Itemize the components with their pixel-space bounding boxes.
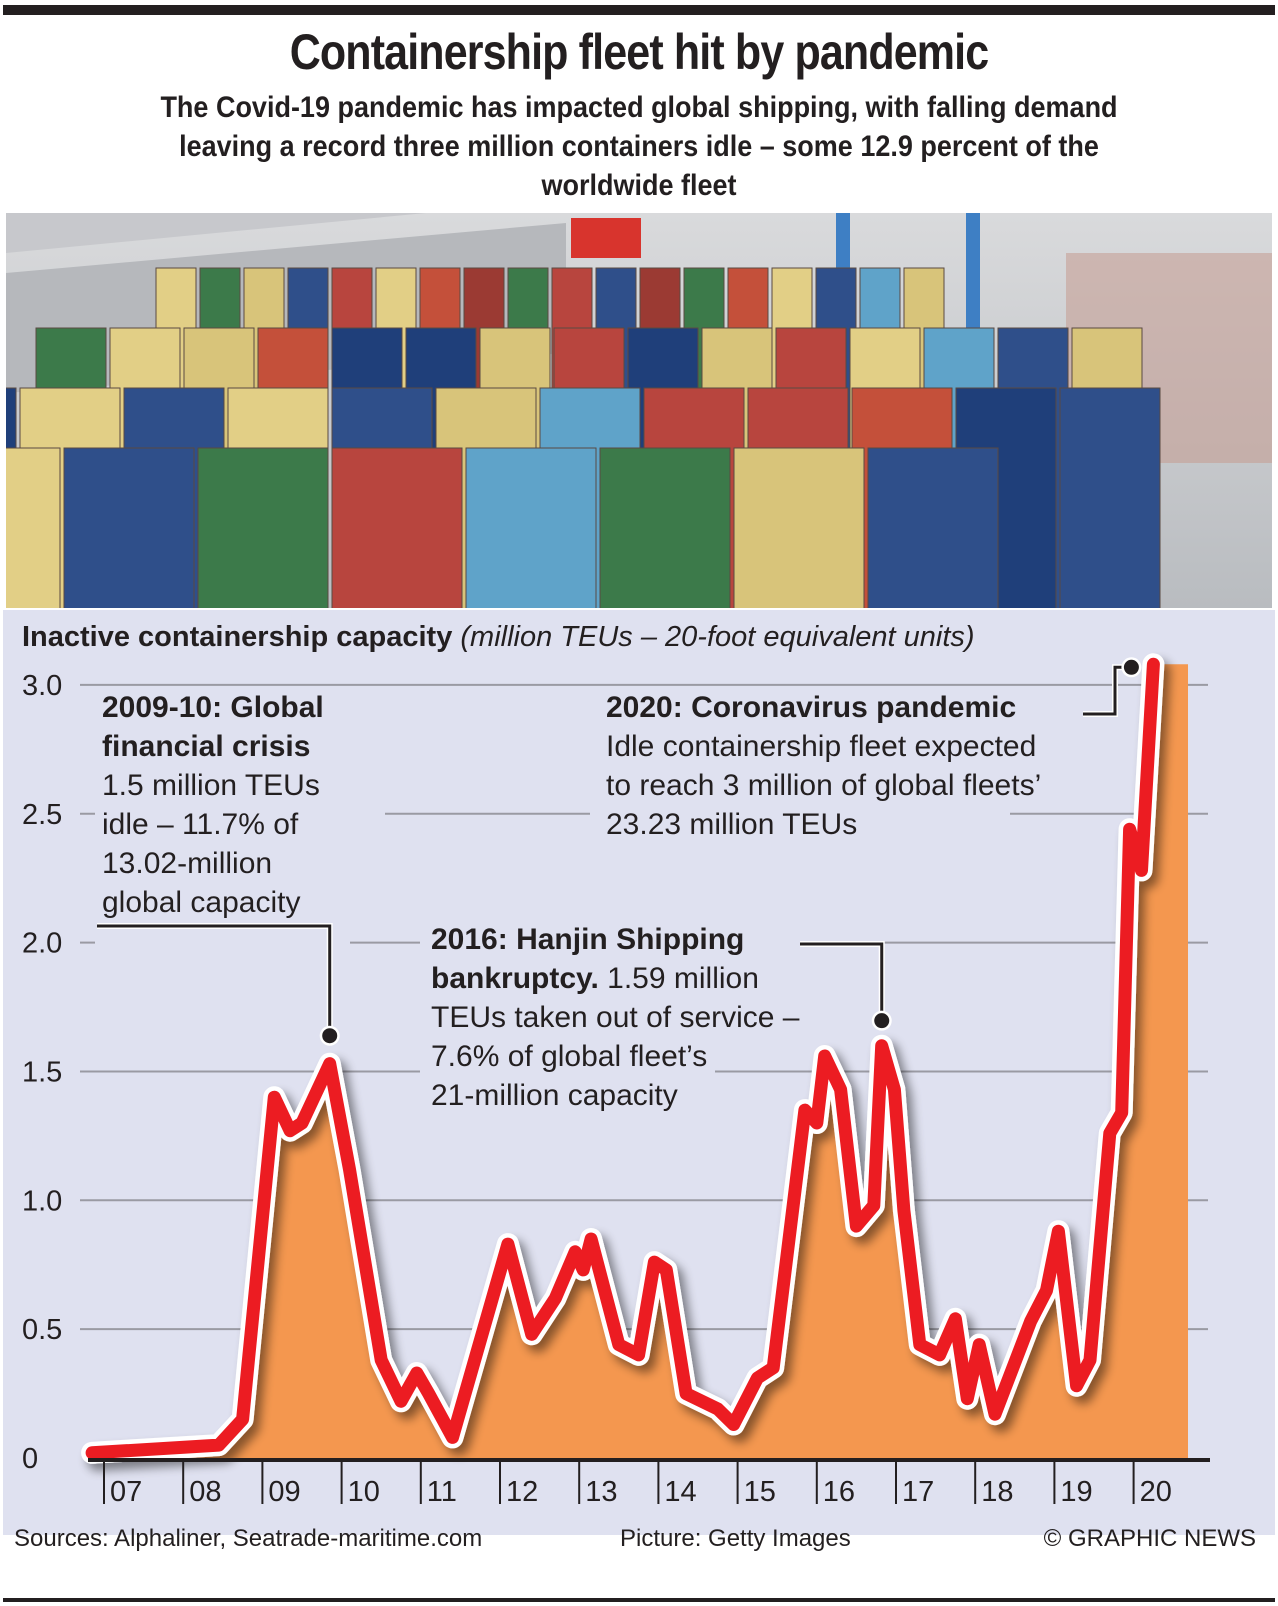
y-axis-labels: 0 0.5 1.0 1.5 2.0 2.5 3.0 <box>22 670 62 1475</box>
x-tick-label: 11 <box>427 1476 457 1508</box>
leader-line <box>1083 665 1132 716</box>
x-tick-label: 20 <box>1140 1476 1172 1508</box>
leader-dot <box>874 1013 890 1029</box>
annotation-crisis-line: 1.5 million TEUs <box>102 769 320 802</box>
photo-containers <box>6 267 1161 608</box>
y-tick-label: 0 <box>22 1443 38 1475</box>
x-tick-label: 16 <box>823 1476 855 1508</box>
x-tick-label: 08 <box>189 1476 221 1508</box>
chart-heading: Inactive containership capacity (million… <box>22 617 975 657</box>
leader-line <box>800 942 884 1021</box>
leader-line-halo <box>97 923 333 1036</box>
leader-line-halo <box>800 941 885 1021</box>
x-tick-label: 19 <box>1060 1476 1092 1508</box>
x-tick-label: 10 <box>348 1476 380 1508</box>
photo-funnel <box>571 218 641 258</box>
annotation-hanjin-title-rest: 1.59 million <box>598 962 759 995</box>
x-tick-label: 12 <box>506 1476 538 1508</box>
data-line <box>85 657 1160 1460</box>
photo-illustration <box>6 213 1272 608</box>
x-tick-label: 07 <box>110 1476 142 1508</box>
y-tick-label: 3.0 <box>22 670 62 702</box>
leader-dot <box>1123 659 1139 675</box>
photo-container-block <box>867 447 999 608</box>
line-group <box>81 653 1165 1464</box>
x-tick-label: 15 <box>744 1476 776 1508</box>
bottom-rule <box>3 1598 1275 1602</box>
photo-container-block <box>197 447 329 608</box>
annotation-pandemic-line: to reach 3 million of global fleets’ <box>606 769 1042 802</box>
annotation-crisis-title-2: financial crisis <box>102 730 311 763</box>
annotation-hanjin: 2016: Hanjin Shipping bankruptcy. 1.59 m… <box>431 920 800 1115</box>
y-tick-label: 1.0 <box>22 1185 62 1217</box>
annotation-hanjin-line: 21-million capacity <box>431 1079 678 1112</box>
annotation-pandemic: 2020: Coronavirus pandemic Idle containe… <box>606 688 1041 844</box>
leader-line <box>97 924 332 1036</box>
annotation-crisis-line: 13.02-million <box>102 847 273 880</box>
x-tick-label: 09 <box>268 1476 300 1508</box>
top-rule <box>3 5 1275 15</box>
y-tick-label: 2.0 <box>22 928 62 960</box>
photo-container-block <box>63 447 195 608</box>
annotation-pandemic-line: Idle containership fleet expected <box>606 730 1037 763</box>
photo-river <box>6 213 426 253</box>
annotation-hanjin-title-2: bankruptcy. <box>431 962 599 995</box>
y-tick-label: 2.5 <box>22 799 62 831</box>
leader-dot <box>322 1028 338 1044</box>
photo-container-block <box>599 447 731 608</box>
photo-container-block <box>1059 387 1161 608</box>
annotation-leaders <box>97 657 1142 1046</box>
container-ship-photo <box>6 213 1272 608</box>
annotation-hanjin-title-1: 2016: Hanjin Shipping <box>431 923 745 956</box>
y-tick-label: 0.5 <box>22 1314 62 1346</box>
chart-units: (million TEUs – 20-foot equivalent units… <box>460 621 975 653</box>
annotation-financial-crisis: 2009-10: Global financial crisis 1.5 mil… <box>102 688 324 922</box>
annotation-pandemic-line: 23.23 million TEUs <box>606 808 858 841</box>
annotation-crisis-line: global capacity <box>102 886 301 919</box>
x-axis-labels: 07 08 09 10 11 12 13 14 15 16 17 18 19 20 <box>103 1462 1172 1508</box>
x-tick-label: 18 <box>981 1476 1013 1508</box>
x-tick-label: 13 <box>585 1476 617 1508</box>
footer-sources: Sources: Alphaliner, Seatrade-maritime.c… <box>14 1525 483 1552</box>
page-title: Containership fleet hit by pandemic <box>289 24 989 80</box>
subtitle: The Covid-19 pandemic has impacted globa… <box>160 91 1118 202</box>
x-tick-label: 17 <box>902 1476 934 1508</box>
annotation-hanjin-line: 7.6% of global fleet’s <box>431 1040 708 1073</box>
chart-title: Inactive containership capacity <box>22 621 453 653</box>
x-tick-label: 14 <box>664 1476 696 1508</box>
annotation-crisis-title-1: 2009-10: Global <box>102 691 324 724</box>
annotation-hanjin-line: TEUs taken out of service – <box>431 1001 800 1034</box>
annotation-crisis-line: idle – 11.7% of <box>102 808 299 841</box>
photo-container-block <box>6 447 61 608</box>
leader-line-halo <box>1083 664 1132 717</box>
photo-container-block <box>733 447 865 608</box>
footer-picture-credit: Picture: Getty Images <box>620 1525 851 1552</box>
y-tick-label: 1.5 <box>22 1056 62 1088</box>
footer-copyright: © GRAPHIC NEWS <box>1043 1525 1256 1552</box>
photo-container-block <box>331 447 463 608</box>
photo-container-block <box>465 447 597 608</box>
annotation-pandemic-title: 2020: Coronavirus pandemic <box>606 691 1017 724</box>
